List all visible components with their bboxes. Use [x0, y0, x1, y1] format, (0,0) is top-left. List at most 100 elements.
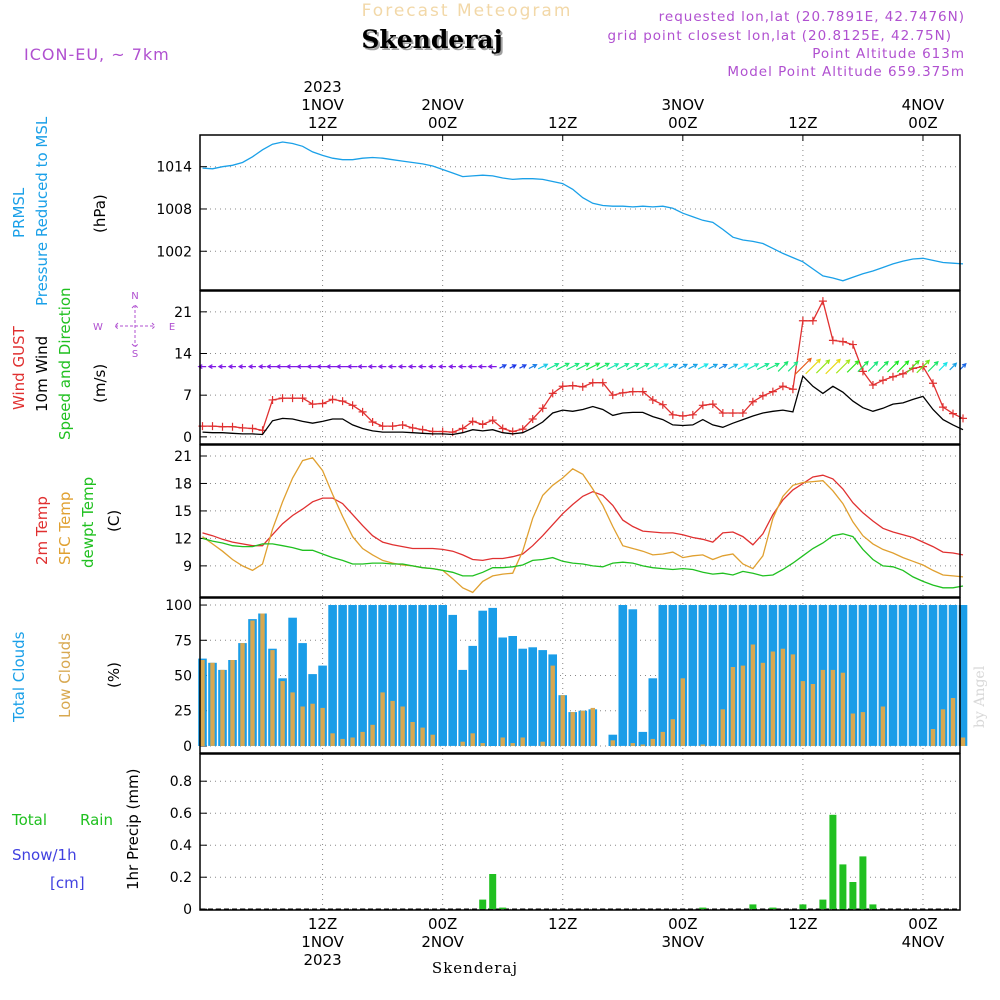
total-cloud-bar [458, 669, 467, 746]
wind-arrow [959, 362, 967, 370]
wind-arrow [596, 362, 611, 371]
wind-arrow [556, 362, 570, 371]
gust-point [698, 401, 707, 410]
precip-unit: 1hr Precip (mm) [124, 769, 142, 890]
location-title: Skenderaj [361, 25, 502, 54]
ytick-label: 14 [174, 347, 192, 363]
wind-arrow [576, 362, 591, 371]
ytick-label: 75 [174, 633, 192, 649]
gust-point [648, 395, 657, 404]
compass-s: S [132, 349, 138, 360]
wind-arrow [846, 360, 860, 373]
gust-point [328, 395, 337, 404]
total-cloud-bar [638, 731, 648, 746]
gust-point [518, 425, 527, 434]
wind-arrow [217, 364, 227, 370]
gust-point [848, 340, 857, 349]
wind-arrow [678, 363, 689, 370]
wind-arrow [896, 360, 910, 373]
wind-arrow [499, 364, 508, 369]
snow-label: Snow/1h [12, 846, 77, 864]
top-time-label: 00Z [908, 114, 937, 132]
wind-arrow [787, 361, 799, 372]
low-cloud-bar [540, 741, 545, 746]
total-cloud-bar [808, 605, 818, 746]
top-time-label: 12Z [308, 114, 337, 132]
wind-arrow [616, 363, 630, 371]
gust-point [858, 367, 867, 376]
wind-arrow [668, 363, 679, 370]
gust-point [878, 376, 887, 385]
gust-point [728, 409, 737, 418]
ytick-label: 0.8 [170, 774, 192, 790]
model-label: ICON-EU, ~ 7km [24, 45, 170, 64]
low-cloud-bar [630, 743, 635, 746]
temp-label: 2m Temp [33, 496, 51, 565]
wind-arrow [247, 364, 256, 370]
low-cloud-bar [720, 709, 725, 746]
model-altitude: Model Point Altitude 659.375m [727, 64, 965, 80]
gust-point [738, 409, 747, 418]
bottom-time-label: 00Z [428, 915, 457, 933]
total-cloud-bar [448, 614, 457, 746]
panel-frame [199, 444, 961, 598]
ytick-label: 18 [174, 476, 192, 492]
total-cloud-bar [368, 605, 377, 746]
wind-arrow [237, 364, 246, 370]
wind-arrow [417, 364, 427, 370]
low-cloud-bar [740, 665, 746, 746]
series-line [202, 474, 964, 562]
gust-point [418, 425, 427, 434]
wind-arrow [825, 358, 841, 375]
total-cloud-bar [698, 605, 708, 746]
gust-point [228, 422, 237, 431]
wind-arrow [437, 364, 447, 370]
total-cloud-bar [318, 665, 327, 746]
total-cloud-bar [428, 605, 437, 746]
wind-arrow [227, 364, 236, 370]
rain-bar [829, 814, 837, 910]
wind-arrow [718, 363, 728, 370]
total-cloud-bar [948, 605, 958, 746]
requested-coords: requested lon,lat (20.7891E, 42.7476N) [659, 9, 965, 25]
wind-arrow [519, 364, 528, 369]
gust-point [578, 382, 587, 391]
gust-point [748, 397, 757, 406]
faded-title: Forecast Meteogram [362, 1, 573, 21]
prmsl-label: PRMSL [10, 187, 28, 238]
gust-point [318, 399, 327, 408]
wind-arrow [857, 360, 869, 373]
wind-arrow [688, 363, 699, 370]
rain-bar [839, 864, 847, 910]
top-time-label: 3NOV [662, 96, 705, 114]
low-cloud-bar [510, 743, 515, 746]
total-cloud-bar [928, 605, 938, 746]
low-cloud-bar [240, 643, 245, 746]
low-cloud-bar [220, 669, 225, 746]
gust-point [218, 422, 227, 431]
series-line [202, 457, 964, 594]
total-cloud-bar [358, 605, 367, 746]
top-time-label: 2023 [303, 78, 341, 96]
wind-unit: (m/s) [91, 364, 109, 403]
low-cloud-bar [300, 706, 305, 746]
gust-point [468, 417, 477, 426]
gust-point [838, 337, 847, 346]
gust-point [378, 422, 387, 431]
series-line [202, 374, 964, 436]
pressure-panel-labels: PRMSL Pressure Reduced to MSL (hPa) [10, 116, 109, 306]
low-cloud-bar [610, 740, 615, 746]
point-altitude: Point Altitude 613m [812, 46, 965, 62]
total-cloud-bar [518, 648, 527, 746]
rain-bar [489, 874, 497, 910]
gust-point [938, 403, 947, 412]
low-cloud-bar [670, 719, 675, 746]
rain-bar [749, 904, 757, 910]
wind-arrow [528, 364, 538, 370]
bottom-time-label: 1NOV [301, 933, 344, 951]
low-cloud-bar [760, 662, 766, 746]
gridpoint-coords: grid point closest lon,lat (20.8125E, 42… [607, 28, 952, 44]
low-cloud-bar [650, 738, 655, 746]
ytick-label: 0.2 [170, 870, 192, 886]
low-cloud-bar [460, 741, 465, 746]
